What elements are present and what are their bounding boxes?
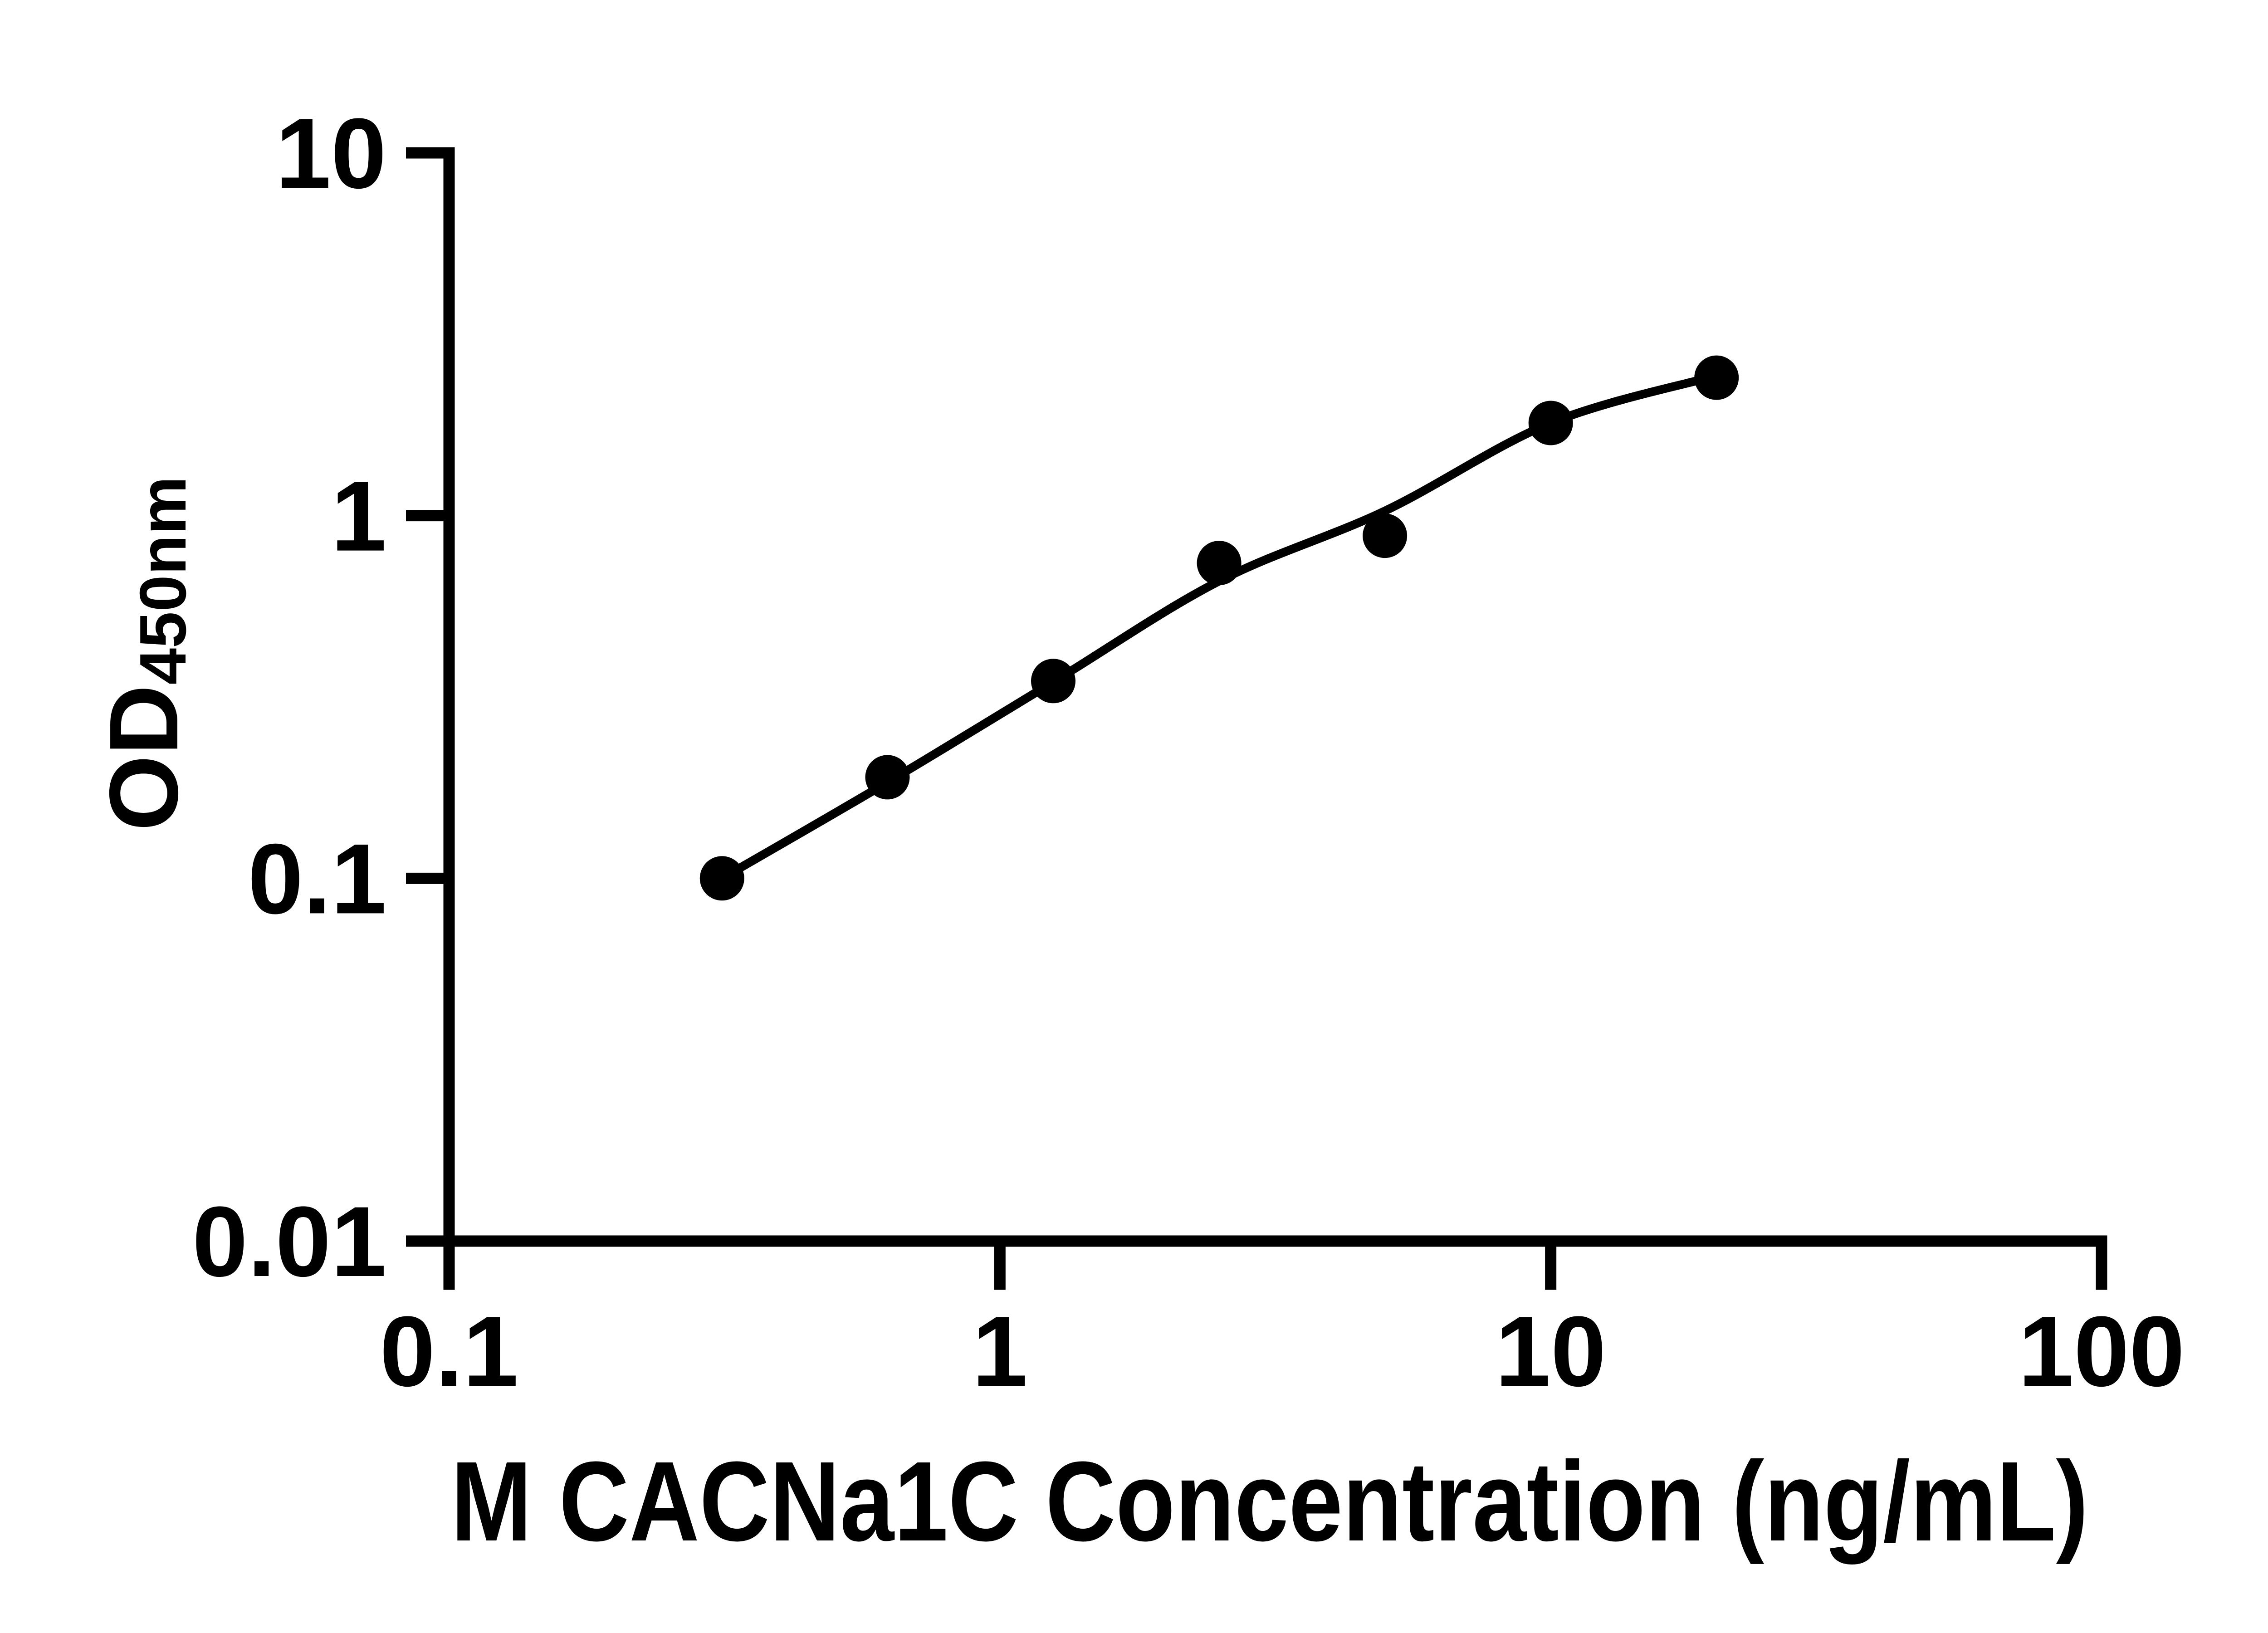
y-tick-label: 0.01	[192, 1186, 386, 1297]
y-tick-label: 10	[275, 98, 386, 209]
data-point	[1031, 659, 1075, 704]
x-tick-label: 1	[972, 1296, 1027, 1407]
y-tick-label: 0.1	[248, 823, 386, 934]
y-axis-title: OD450nm	[89, 476, 200, 831]
data-point	[1528, 401, 1573, 445]
x-axis-title: M CACNa1C Concentration (ng/mL)	[451, 1438, 2088, 1565]
fit-curve	[718, 371, 1721, 883]
x-tick-label: 10	[1495, 1296, 1606, 1407]
data-point	[865, 755, 910, 800]
x-tick-label: 0.1	[380, 1296, 518, 1407]
data-point	[1694, 355, 1739, 400]
data-point	[699, 856, 744, 901]
data-point	[1197, 541, 1242, 586]
data-point	[1363, 513, 1408, 558]
y-tick-label: 1	[331, 460, 386, 572]
x-tick-label: 100	[2018, 1296, 2185, 1407]
